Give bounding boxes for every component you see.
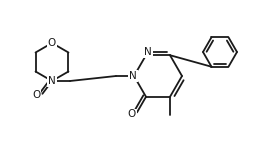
Text: O: O: [127, 109, 136, 119]
Text: N: N: [144, 47, 151, 57]
Text: N: N: [129, 71, 136, 81]
Text: O: O: [48, 38, 56, 48]
Text: O: O: [32, 90, 40, 100]
Text: N: N: [48, 76, 56, 86]
